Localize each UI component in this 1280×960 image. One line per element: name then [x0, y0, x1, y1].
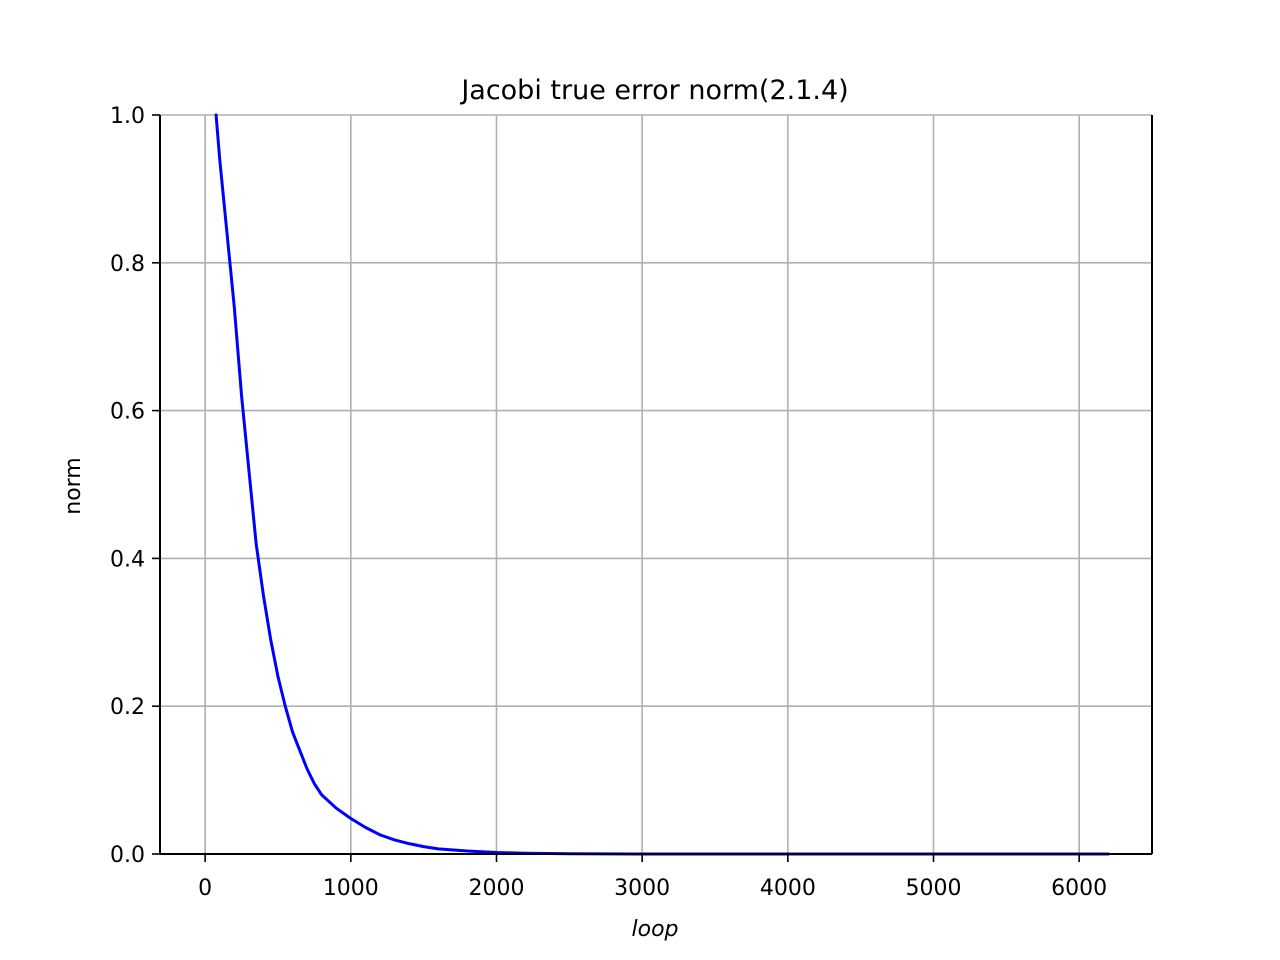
- ticks: 0 1000 2000 3000 4000 5000 6000 0.0 0.2 0.4 0.6 0.8…: [110, 104, 1107, 901]
- x-tick-label: 6000: [1051, 876, 1107, 901]
- series-layer: [214, 113, 1110, 856]
- y-tick-label: 1.0: [110, 104, 145, 129]
- y-tick-label: 0.0: [110, 843, 145, 868]
- y-tick-label: 0.6: [110, 400, 145, 425]
- x-tick-label: 1000: [323, 876, 379, 901]
- x-axis-label: loop: [632, 917, 679, 942]
- y-axis-label: norm: [61, 457, 86, 515]
- axes: [159, 115, 1153, 855]
- series-line: [214, 113, 1110, 856]
- x-tick-label: 4000: [760, 876, 816, 901]
- x-tick-label: 0: [198, 876, 212, 901]
- x-tick-label: 3000: [614, 876, 670, 901]
- x-tick-label: 5000: [905, 876, 961, 901]
- grid: [160, 114, 1152, 855]
- y-tick-label: 0.8: [110, 252, 145, 277]
- y-tick-label: 0.4: [110, 547, 145, 572]
- x-tick-label: 2000: [468, 876, 524, 901]
- y-tick-label: 0.2: [110, 695, 145, 720]
- chart-title: Jacobi true error norm(2.1.4): [459, 75, 848, 106]
